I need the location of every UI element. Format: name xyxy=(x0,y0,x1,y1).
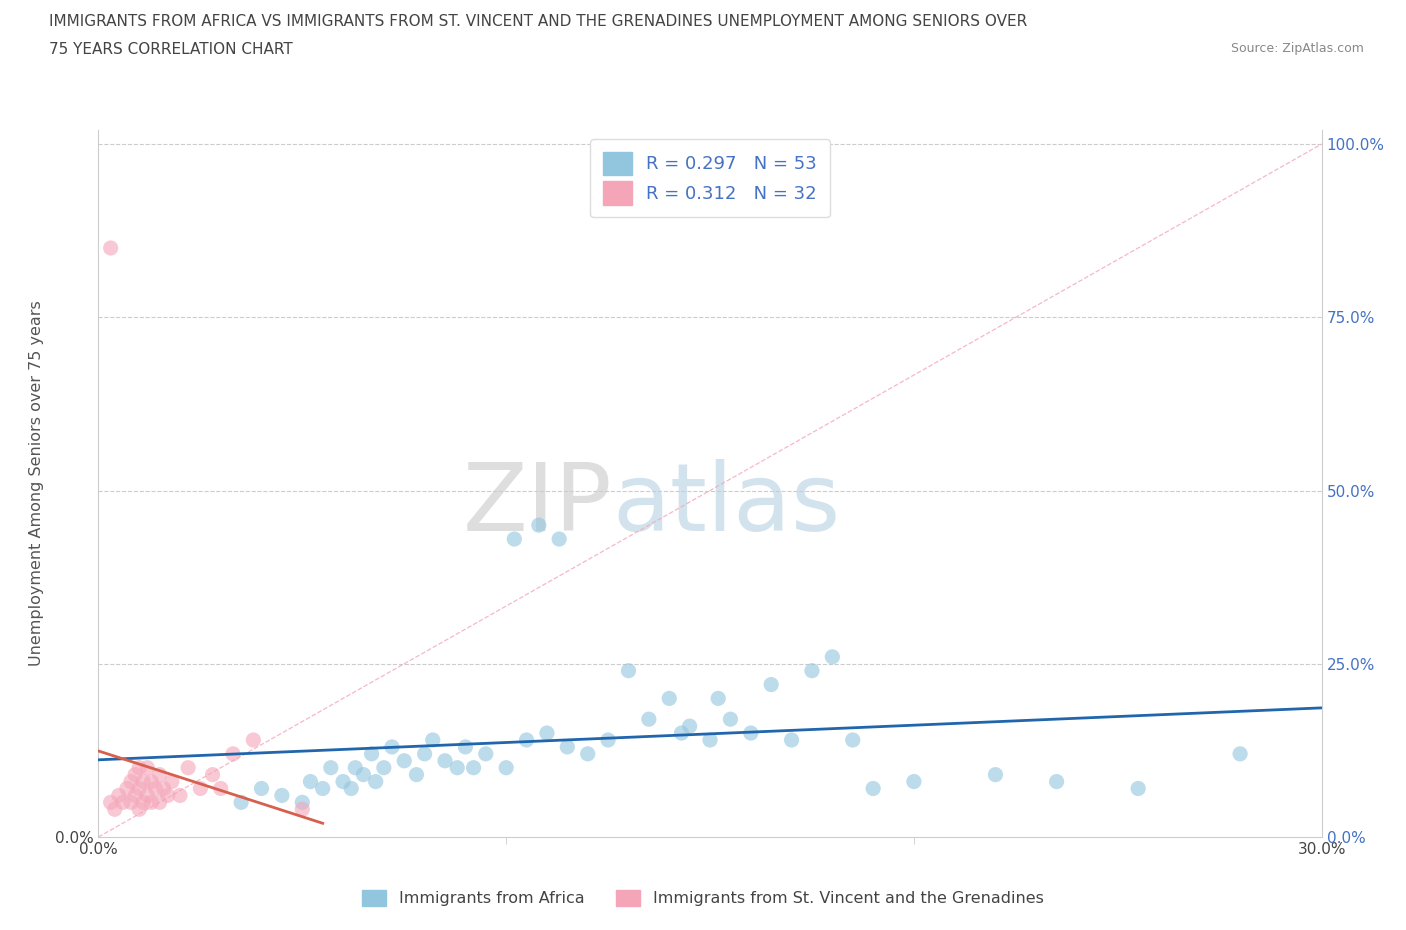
Point xyxy=(352,767,374,782)
Point xyxy=(1229,747,1251,762)
Point xyxy=(434,753,457,768)
Point xyxy=(679,719,702,734)
Point xyxy=(536,725,558,740)
Point xyxy=(104,802,127,817)
Point xyxy=(124,767,146,782)
Point xyxy=(299,774,322,789)
Point xyxy=(841,733,863,748)
Point xyxy=(503,532,526,547)
Text: atlas: atlas xyxy=(612,458,841,551)
Point xyxy=(862,781,884,796)
Point xyxy=(132,795,155,810)
Point xyxy=(132,774,155,789)
Point xyxy=(1128,781,1150,796)
Point xyxy=(270,788,294,803)
Point xyxy=(454,739,477,754)
Point xyxy=(638,711,661,726)
Point xyxy=(141,795,163,810)
Point xyxy=(177,760,200,775)
Point xyxy=(111,795,134,810)
Y-axis label: Unemployment Among Seniors over 75 years: Unemployment Among Seniors over 75 years xyxy=(28,300,44,667)
Point xyxy=(707,691,730,706)
Point xyxy=(149,795,172,810)
Point xyxy=(250,781,273,796)
Point xyxy=(360,747,382,762)
Point xyxy=(340,781,363,796)
Point xyxy=(984,767,1007,782)
Text: Source: ZipAtlas.com: Source: ZipAtlas.com xyxy=(1230,42,1364,55)
Point xyxy=(373,760,395,775)
Point xyxy=(291,795,314,810)
Point xyxy=(291,802,314,817)
Legend: R = 0.297   N = 53, R = 0.312   N = 32: R = 0.297 N = 53, R = 0.312 N = 32 xyxy=(591,140,830,218)
Point xyxy=(100,795,122,810)
Point xyxy=(108,788,131,803)
Point xyxy=(120,774,142,789)
Point xyxy=(617,663,640,678)
Point xyxy=(557,739,579,754)
Point xyxy=(598,733,620,748)
Point xyxy=(141,774,163,789)
Point xyxy=(381,739,404,754)
Point xyxy=(136,760,159,775)
Point xyxy=(312,781,335,796)
Point xyxy=(319,760,342,775)
Point xyxy=(209,781,232,796)
Point xyxy=(720,711,742,726)
Point xyxy=(801,663,824,678)
Point xyxy=(516,733,538,748)
Point xyxy=(145,781,167,796)
Point xyxy=(152,781,174,796)
Point xyxy=(115,781,138,796)
Point xyxy=(576,747,599,762)
Point xyxy=(124,788,146,803)
Point xyxy=(169,788,191,803)
Point xyxy=(128,802,150,817)
Point xyxy=(201,767,224,782)
Point xyxy=(1045,774,1069,789)
Point xyxy=(242,733,264,748)
Point xyxy=(761,677,783,692)
Point xyxy=(495,760,517,775)
Point xyxy=(149,767,172,782)
Point xyxy=(222,747,245,762)
Point xyxy=(128,781,150,796)
Point xyxy=(422,733,444,748)
Point xyxy=(156,788,179,803)
Point xyxy=(446,760,468,775)
Point xyxy=(740,725,762,740)
Point xyxy=(344,760,367,775)
Point xyxy=(120,795,142,810)
Point xyxy=(463,760,485,775)
Point xyxy=(160,774,183,789)
Point xyxy=(474,747,498,762)
Point xyxy=(548,532,571,547)
Point xyxy=(821,649,844,664)
Point xyxy=(136,788,159,803)
Text: IMMIGRANTS FROM AFRICA VS IMMIGRANTS FROM ST. VINCENT AND THE GRENADINES UNEMPLO: IMMIGRANTS FROM AFRICA VS IMMIGRANTS FRO… xyxy=(49,14,1028,29)
Legend: Immigrants from Africa, Immigrants from St. Vincent and the Grenadines: Immigrants from Africa, Immigrants from … xyxy=(356,884,1050,912)
Text: 75 YEARS CORRELATION CHART: 75 YEARS CORRELATION CHART xyxy=(49,42,292,57)
Point xyxy=(128,760,150,775)
Point xyxy=(699,733,721,748)
Point xyxy=(332,774,354,789)
Point xyxy=(231,795,253,810)
Point xyxy=(413,747,436,762)
Point xyxy=(903,774,925,789)
Point xyxy=(100,241,122,256)
Text: ZIP: ZIP xyxy=(463,458,612,551)
Point xyxy=(188,781,212,796)
Point xyxy=(780,733,803,748)
Point xyxy=(658,691,681,706)
Point xyxy=(364,774,387,789)
Point xyxy=(671,725,693,740)
Point xyxy=(527,518,550,533)
Point xyxy=(392,753,416,768)
Point xyxy=(405,767,427,782)
